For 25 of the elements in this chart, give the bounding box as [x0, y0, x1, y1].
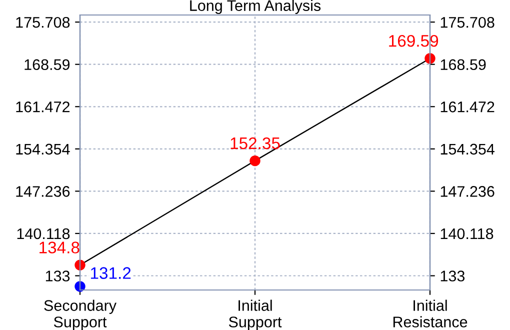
data-label: 134.8 [40, 242, 80, 254]
y2-tick-label: 140.118 [440, 228, 494, 240]
y2-tick-label: 161.472 [440, 102, 494, 112]
y-tick-label: 168.59 [24, 59, 70, 70]
point [74, 260, 86, 270]
point [424, 53, 436, 64]
y2-tick-label: 175.708 [440, 16, 494, 28]
y2-tick-label: 147.236 [440, 186, 494, 197]
y-tick-label: 175.708 [16, 16, 70, 28]
y-tick-label: 154.354 [16, 144, 70, 155]
x-tick-label: Secondary Support [44, 300, 116, 330]
y-tick-label: 133 [46, 270, 70, 282]
data-label: 131.2 [90, 267, 131, 279]
x-tick-label: Initial Resistance [393, 300, 468, 328]
point [250, 155, 260, 166]
x-tick-label: Initial Support [228, 300, 282, 330]
data-label: 152.35 [230, 137, 280, 150]
y-tick-label: 140.118 [17, 228, 70, 240]
chart-title: Long Term Analysis [190, 0, 321, 14]
data-label: 169.59 [389, 34, 438, 47]
y2-tick-label: 133 [440, 270, 465, 282]
y-tick-label: 147.236 [16, 186, 70, 197]
y-tick-label: 161.472 [16, 102, 70, 112]
y2-tick-label: 168.59 [440, 59, 486, 70]
y2-tick-label: 154.354 [440, 144, 494, 155]
